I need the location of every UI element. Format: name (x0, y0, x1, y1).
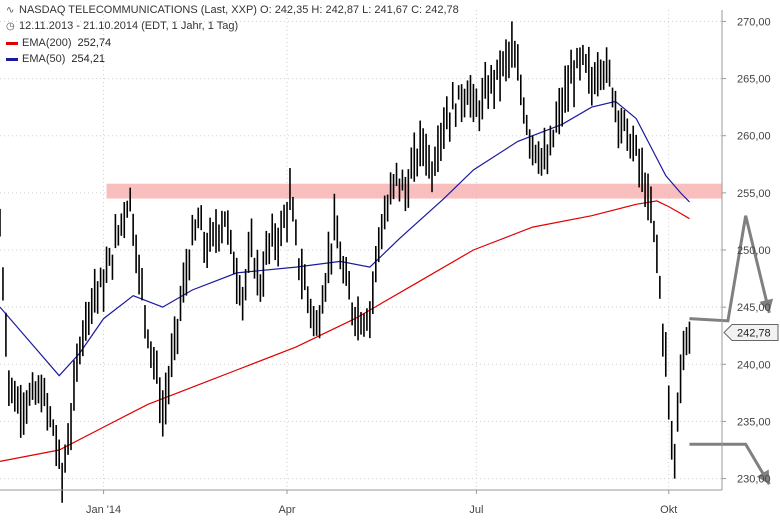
last-price-tag (723, 324, 779, 342)
y-tick-label: 265,00 (737, 74, 771, 86)
x-tick-label: Apr (278, 504, 295, 516)
ema50-label: EMA(50) (22, 53, 66, 65)
y-tick-label: 235,00 (737, 416, 771, 428)
date-range: 12.11.2013 - 21.10.2014 (EDT, 1 Jahr, 1 … (19, 20, 239, 32)
y-tick-label: 230,00 (737, 474, 771, 486)
x-tick-label: Jul (469, 504, 483, 516)
ema200-swatch (6, 41, 18, 45)
y-tick-label: 240,00 (737, 359, 771, 371)
ema50-swatch (6, 57, 18, 61)
forecast-arrow-line (689, 442, 771, 486)
clock-icon: ◷ (6, 21, 15, 32)
header-title-row: ∿ NASDAQ TELECOMMUNICATIONS (Last, XXP) O… (6, 4, 459, 16)
y-tick-label: 270,00 (737, 16, 771, 28)
forecast-arrow-head (756, 469, 770, 485)
forecast-arrow-line (689, 215, 771, 323)
y-tick-label: 245,00 (737, 302, 771, 314)
resistance-band (106, 183, 722, 199)
x-tick-label: Okt (660, 504, 677, 516)
last-price-label: 242,78 (737, 328, 771, 340)
legend-ema200: EMA(200) 252,74 (6, 37, 111, 49)
ema200-line (0, 200, 690, 462)
line-chart-icon: ∿ (6, 5, 15, 16)
chart-title: NASDAQ TELECOMMUNICATIONS (Last, XXP) O:… (19, 4, 459, 16)
y-tick-label: 255,00 (737, 188, 771, 200)
ema50-line (0, 100, 690, 377)
header-range-row: ◷ 12.11.2013 - 21.10.2014 (EDT, 1 Jahr, 1… (6, 20, 238, 32)
forecast-arrow-head (759, 298, 774, 313)
ema50-value: 254,21 (71, 53, 106, 65)
x-tick-label: Jan '14 (86, 504, 121, 516)
legend-ema50: EMA(50) 254,21 (6, 53, 105, 65)
ema200-value: 252,74 (77, 37, 112, 49)
y-tick-label: 260,00 (737, 131, 771, 143)
y-tick-label: 250,00 (737, 245, 771, 257)
ema200-label: EMA(200) (22, 37, 72, 49)
